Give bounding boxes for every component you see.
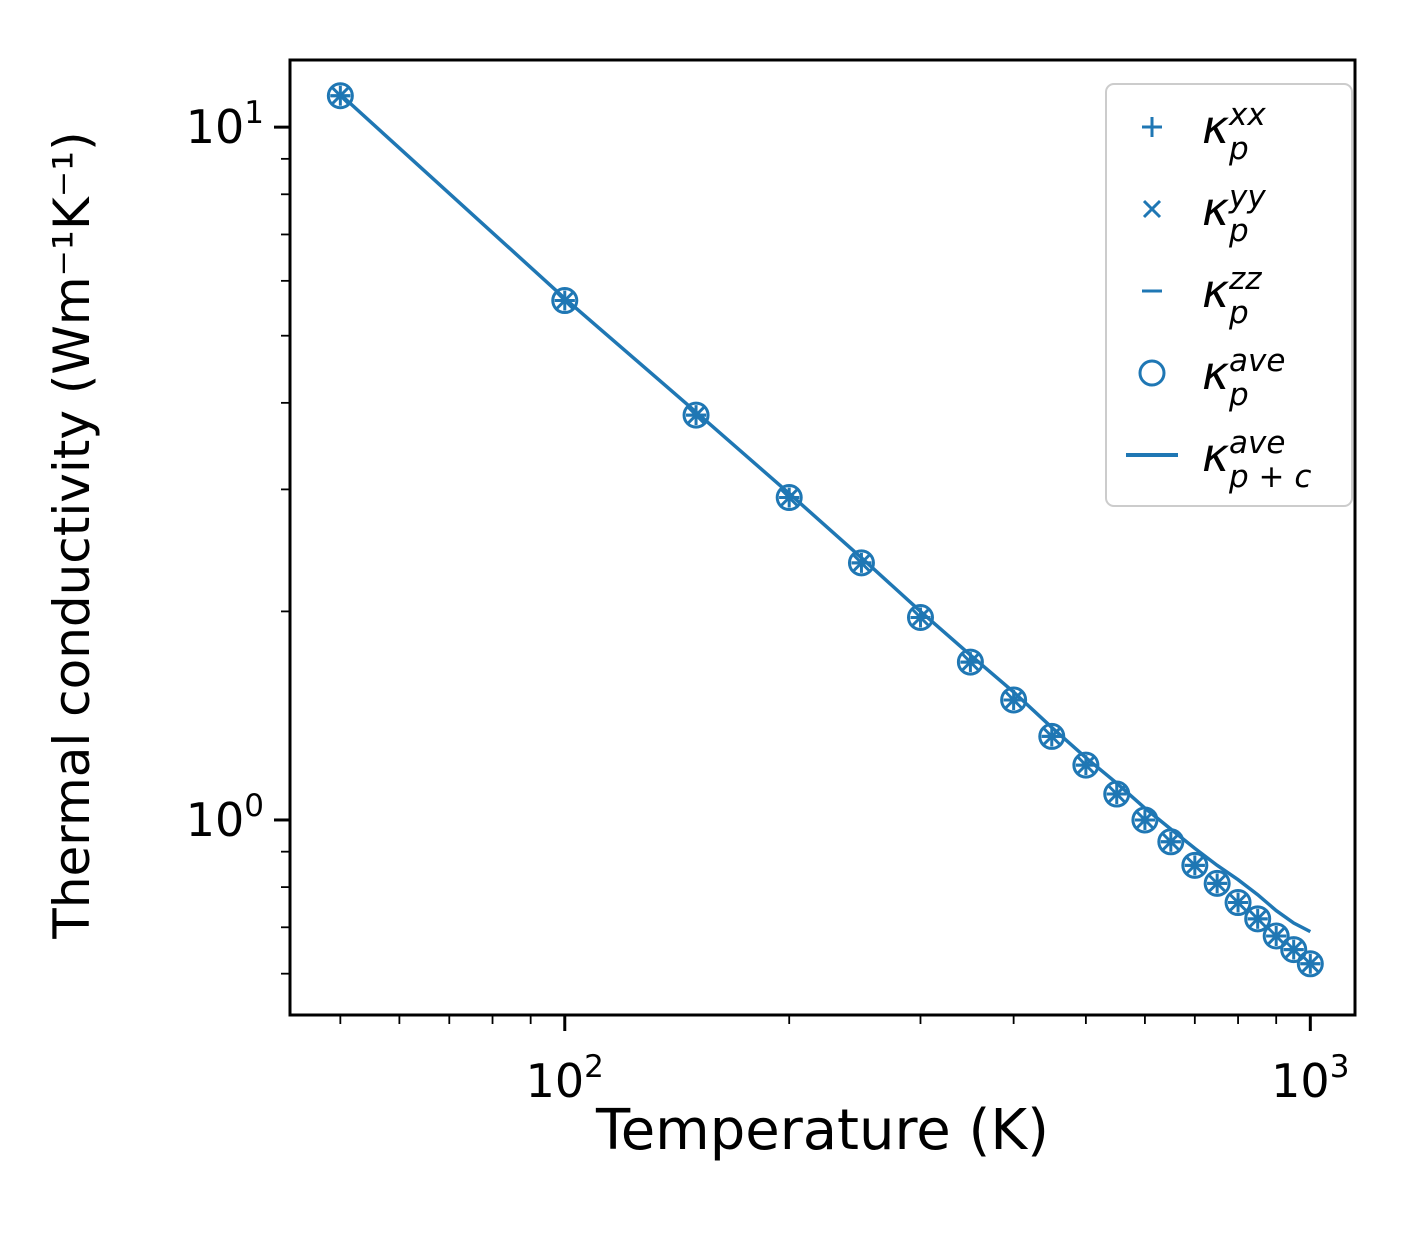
legend-label-superscript: ave: [1229, 343, 1285, 379]
legend-label-subscript: p: [1228, 377, 1249, 413]
legend-entry-kappa_p_yy: κ yyp: [1142, 179, 1266, 249]
legend-label-symbol: κ: [1202, 346, 1229, 400]
x-tick-label: 103: [1271, 1049, 1349, 1108]
series-markers-kappa_p_ave: [326, 82, 1324, 978]
legend-label-subscript: p + c: [1228, 459, 1311, 495]
legend-label-symbol: κ: [1202, 428, 1229, 482]
legend-label-superscript: zz: [1228, 261, 1262, 297]
legend-label-subscript: p: [1228, 213, 1249, 249]
series-line-kappa_p_plus_c_ave: [339, 93, 1312, 934]
y-tick-label: 101: [186, 95, 264, 154]
legend-label-superscript: yy: [1228, 179, 1266, 215]
legend-label-superscript: ave: [1229, 425, 1285, 461]
legend-marker-circle-icon: [1138, 359, 1166, 387]
plot-spines: [288, 58, 1357, 1017]
y-tick-label: 100: [186, 788, 264, 847]
x-axis-label: Temperature (K): [596, 1098, 1049, 1163]
legend-label-symbol: κ: [1202, 100, 1229, 154]
series-markers-kappa_p_zz: [330, 94, 1321, 966]
legend-entry-kappa_p_zz: κ zzp: [1142, 261, 1262, 331]
x-tick-label: 102: [526, 1049, 604, 1108]
legend-label-symbol: κ: [1202, 182, 1229, 236]
legend-label-subscript: p: [1228, 295, 1249, 331]
legend-box: [1105, 83, 1353, 507]
legend-label-symbol: κ: [1202, 264, 1229, 318]
legend-entry-kappa_p_xx: κ xxp: [1142, 97, 1266, 167]
legend-marker-plus-icon: [1142, 117, 1162, 137]
y-axis-label: Thermal conductivity (Wm⁻¹K⁻¹): [43, 131, 101, 939]
axis-ticks: 102 103 100 101: [186, 95, 1350, 1108]
legend-marker-x-icon: [1142, 199, 1162, 219]
legend-label-subscript: p: [1228, 131, 1249, 167]
legend-label-superscript: xx: [1228, 97, 1266, 133]
